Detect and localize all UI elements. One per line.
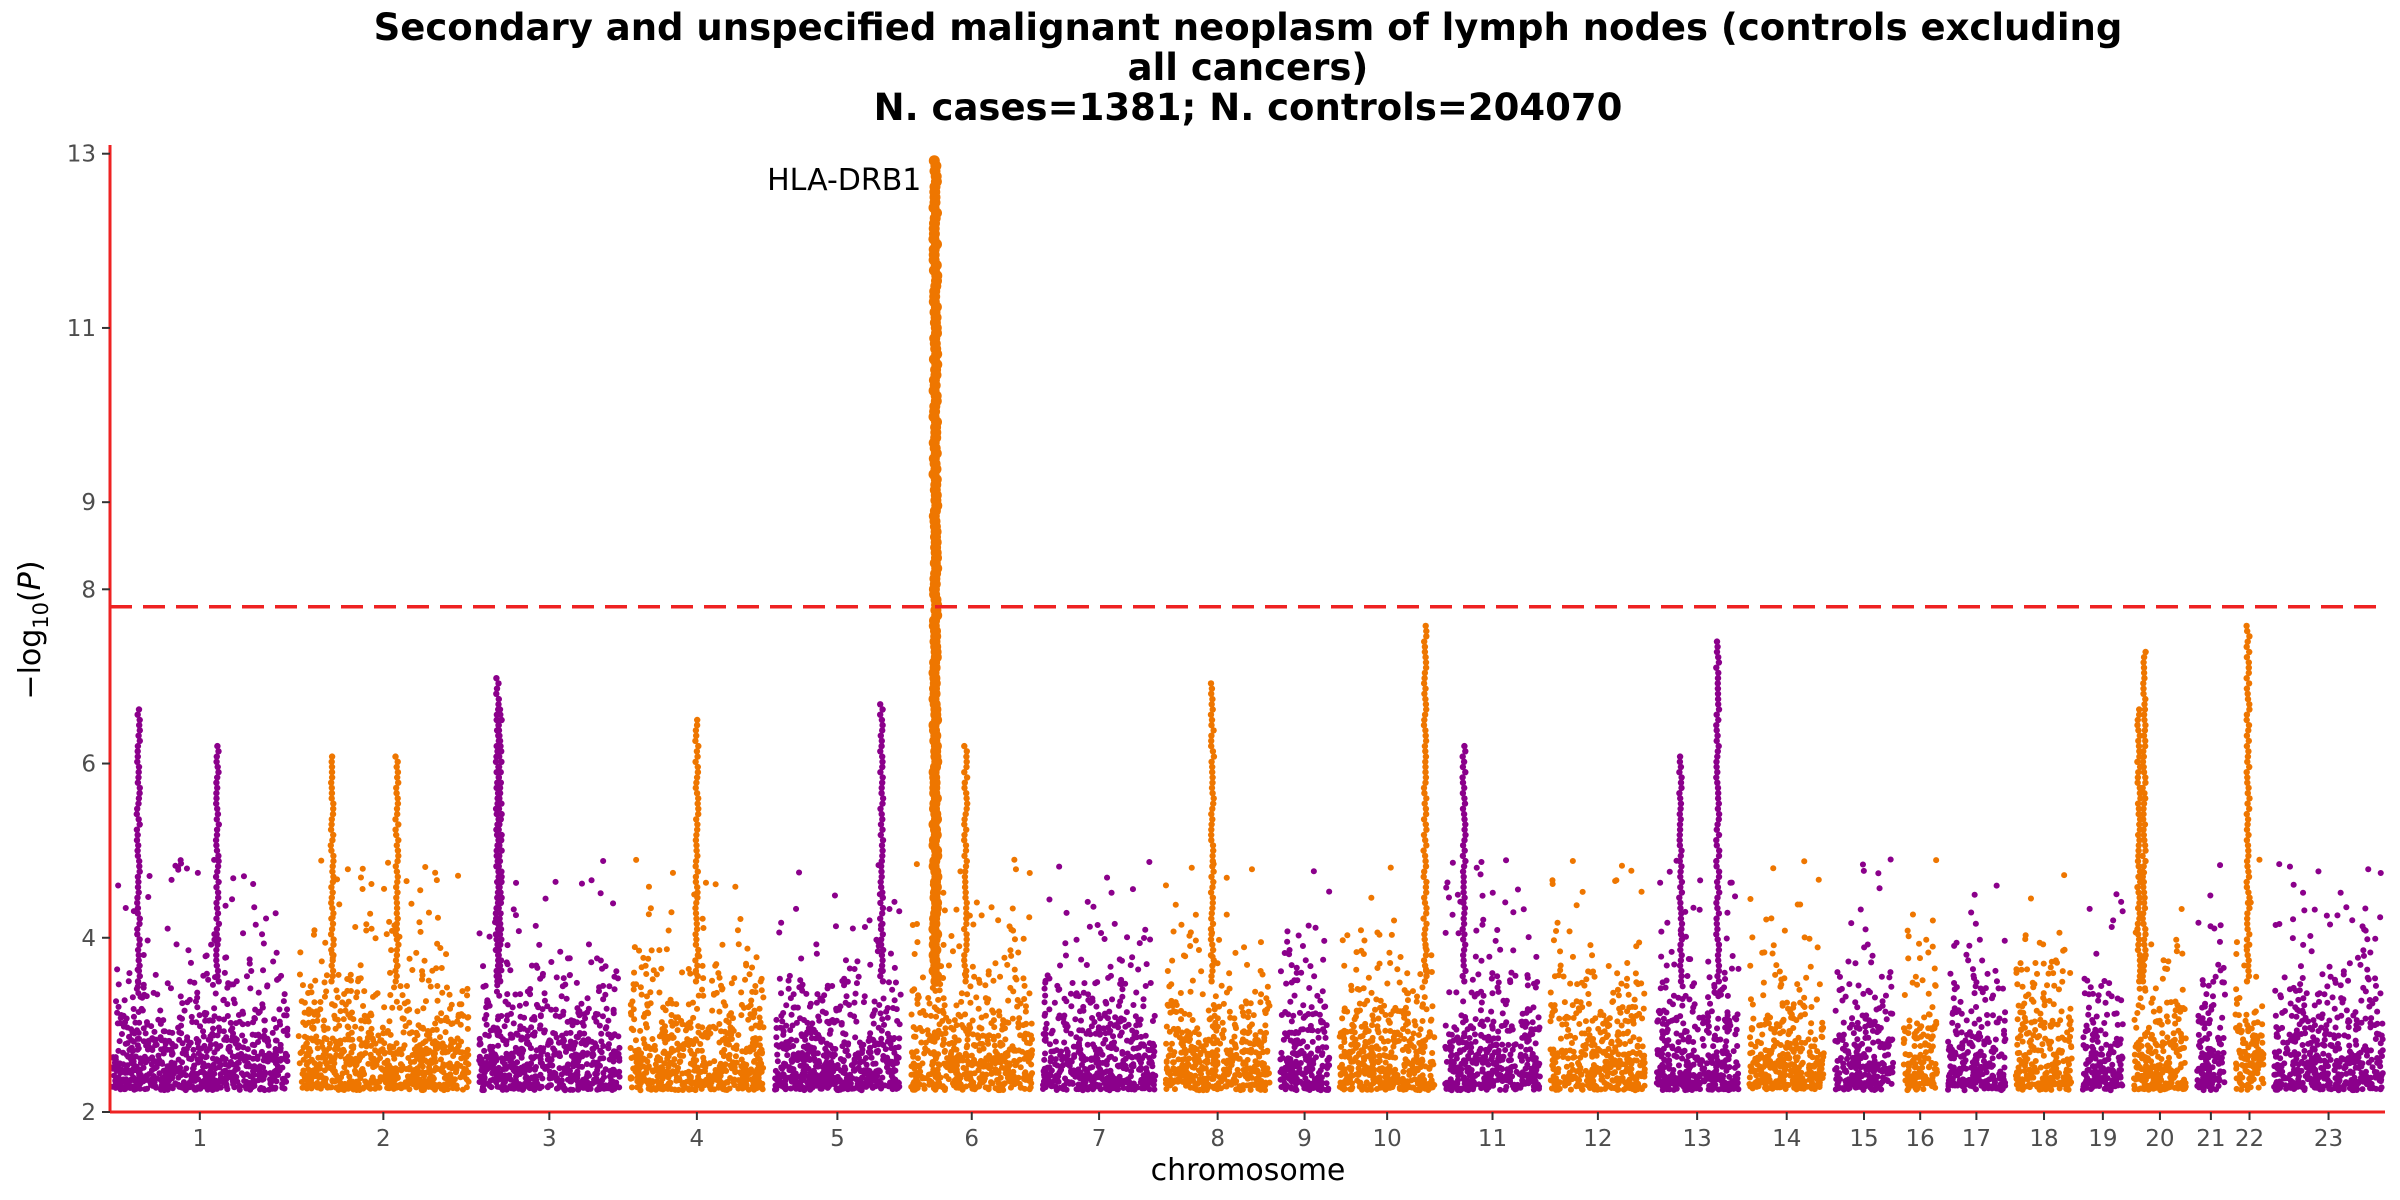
points-chr-21 [2194,862,2228,1094]
points-chr-6 [908,856,1036,1094]
y-axis-label: −log10(P) [13,560,53,699]
peak-chr-11-12 [1459,742,1469,985]
peak-chr-22-17 [2243,622,2253,985]
peak-chr-2-2 [327,753,337,985]
points-chr-20 [2131,869,2189,1094]
x-tick-label: 16 [1906,1126,1935,1152]
x-tick-label: 20 [2145,1126,2174,1152]
x-tick-label: 12 [1583,1126,1612,1152]
peak-chr-3-5 [492,675,502,985]
chart-title-line-2: all cancers) [1128,46,1369,89]
x-tick-label: 17 [1962,1126,1991,1152]
points-chr-22 [2232,856,2267,1093]
y-tick-label: 11 [67,316,96,342]
y-tick-label: 6 [81,752,96,778]
chart-title-line-1: Secondary and unspecified malignant neop… [374,6,2123,49]
x-tick-label: 2 [376,1126,391,1152]
x-tick-label: 7 [1092,1126,1107,1152]
peak-chr-4-6 [692,716,702,985]
x-tick-label: 13 [1682,1126,1711,1152]
x-axis-label: chromosome [1151,1153,1346,1188]
y-tick-label: 8 [81,577,96,603]
x-tick-label: 14 [1772,1126,1801,1152]
points-chr-14 [1746,858,1827,1093]
peak-chr-6-9 [961,742,971,985]
peak-chr-13-14 [1713,638,1723,985]
y-tick-label: 13 [67,142,96,168]
x-tick-label: 4 [690,1126,705,1152]
x-tick-label: 10 [1372,1126,1401,1152]
peak-points [133,155,2253,987]
annotations: HLA-DRB1 [767,163,921,198]
x-tick-label: 3 [542,1126,557,1152]
points-chr-16 [1900,857,1940,1094]
points-chr-4 [627,856,767,1094]
points-chr-11 [1442,857,1543,1094]
y-tick-label: 4 [81,926,96,952]
peak-chr-5-7 [877,701,887,985]
points-chr-13 [1653,857,1742,1094]
peak-chr-1-1 [212,742,223,985]
peak-chr-20-16 [2134,706,2144,985]
points-chr-5 [772,862,904,1094]
peak-label-hla-drb1: HLA-DRB1 [767,163,921,198]
y-tick-label: 2 [81,1100,96,1126]
points-chr-3 [476,858,623,1094]
points-chr-8 [1162,861,1273,1094]
x-axis-ticks: 1 2 3 4 5 6 7 8 9 10 11 12 13 14 15 16 17 18 19 20 21 22 23 [192,1112,2343,1152]
points-chr-2 [295,857,472,1094]
y-axis-ticks: 2 4 6 8 9 11 13 [67,142,110,1126]
points-chr-23 [2271,861,2386,1094]
x-tick-label: 21 [2196,1126,2225,1152]
points-chr-12 [1547,858,1648,1094]
x-tick-label: 15 [1849,1126,1878,1152]
peak-chr-6-8 [928,155,943,987]
points-chr-9 [1277,868,1333,1094]
x-tick-label: 9 [1297,1126,1312,1152]
peak-chr-13-13 [1676,753,1686,985]
x-tick-label: 1 [192,1126,207,1152]
points-chr-7 [1040,859,1159,1094]
peak-chr-8-10 [1207,680,1218,985]
peak-chr-2-3 [392,753,402,985]
x-tick-label: 23 [2314,1126,2343,1152]
peak-chr-10-11 [1420,622,1430,985]
x-tick-label: 19 [2088,1126,2117,1152]
x-tick-label: 8 [1210,1126,1225,1152]
points-chr-1 [109,856,291,1094]
chart-title-line-3: N. cases=1381; N. controls=204070 [874,86,1623,129]
points-chr-18 [2012,872,2075,1093]
data-points [109,856,2386,1094]
y-tick-label: 9 [81,490,96,516]
x-tick-label: 5 [830,1126,845,1152]
x-tick-label: 6 [964,1126,979,1152]
points-chr-15 [1832,856,1897,1093]
x-tick-label: 11 [1478,1126,1507,1152]
points-chr-19 [2079,891,2126,1094]
peak-chr-1-0 [133,706,143,985]
points-chr-17 [1945,882,2009,1094]
x-tick-label: 18 [2029,1126,2058,1152]
points-chr-10 [1336,864,1438,1094]
x-tick-label: 22 [2235,1126,2264,1152]
